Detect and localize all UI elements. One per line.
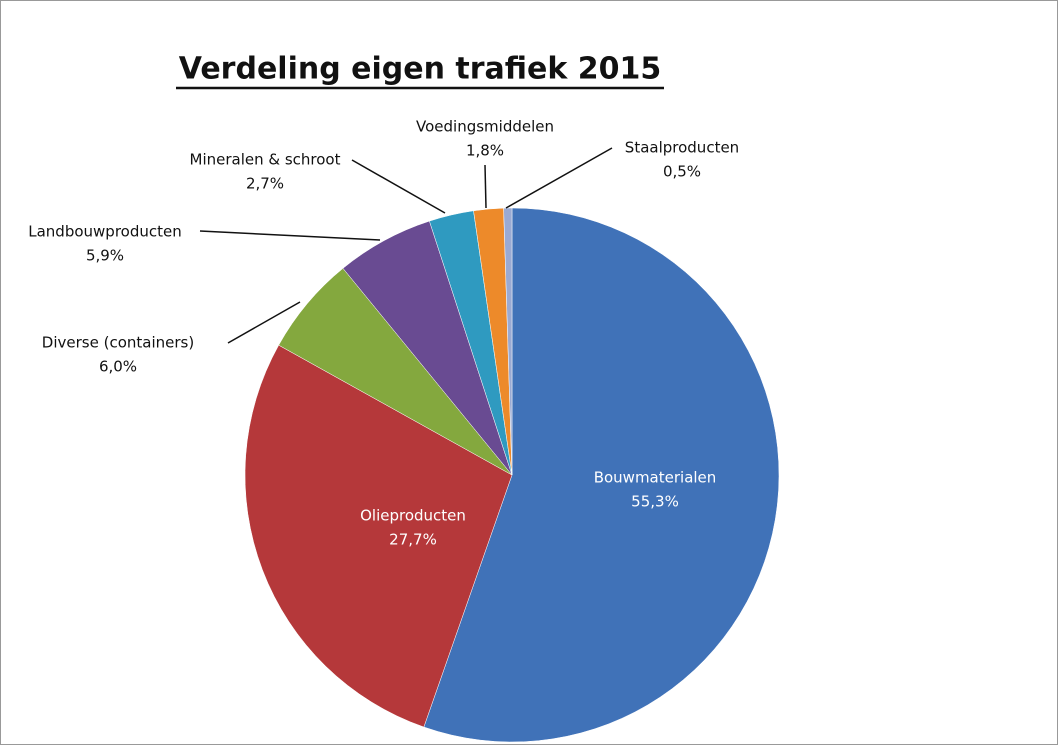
leader-line: [199, 230, 381, 241]
pie-slice: [503, 207, 513, 476]
leader-line: [484, 164, 487, 209]
slice-label: Mineralen & schroot: [190, 151, 341, 169]
leader-line: [227, 301, 301, 344]
pie-slice: [244, 344, 513, 728]
slice-value-label: 1,8%: [466, 142, 504, 160]
leader-line: [351, 159, 446, 214]
slice-value-label: 6,0%: [99, 358, 137, 376]
chart-title: Verdeling eigen trafiek 2015: [179, 52, 662, 87]
slice-value-label: 2,7%: [246, 175, 284, 193]
pie-slice: [423, 207, 780, 743]
slice-label: Landbouwproducten: [28, 223, 181, 241]
slice-label: Bouwmaterialen: [594, 469, 717, 487]
leader-line: [505, 147, 613, 209]
slice-label: Staalproducten: [625, 139, 739, 157]
slice-label: Voedingsmiddelen: [416, 118, 554, 136]
slice-value-label: 5,9%: [86, 247, 124, 265]
slice-value-label: 0,5%: [663, 163, 701, 181]
slice-label: Diverse (containers): [42, 334, 194, 352]
slice-label: Olieproducten: [360, 507, 466, 525]
slice-value-label: 27,7%: [389, 531, 437, 549]
slice-value-label: 55,3%: [631, 493, 679, 511]
